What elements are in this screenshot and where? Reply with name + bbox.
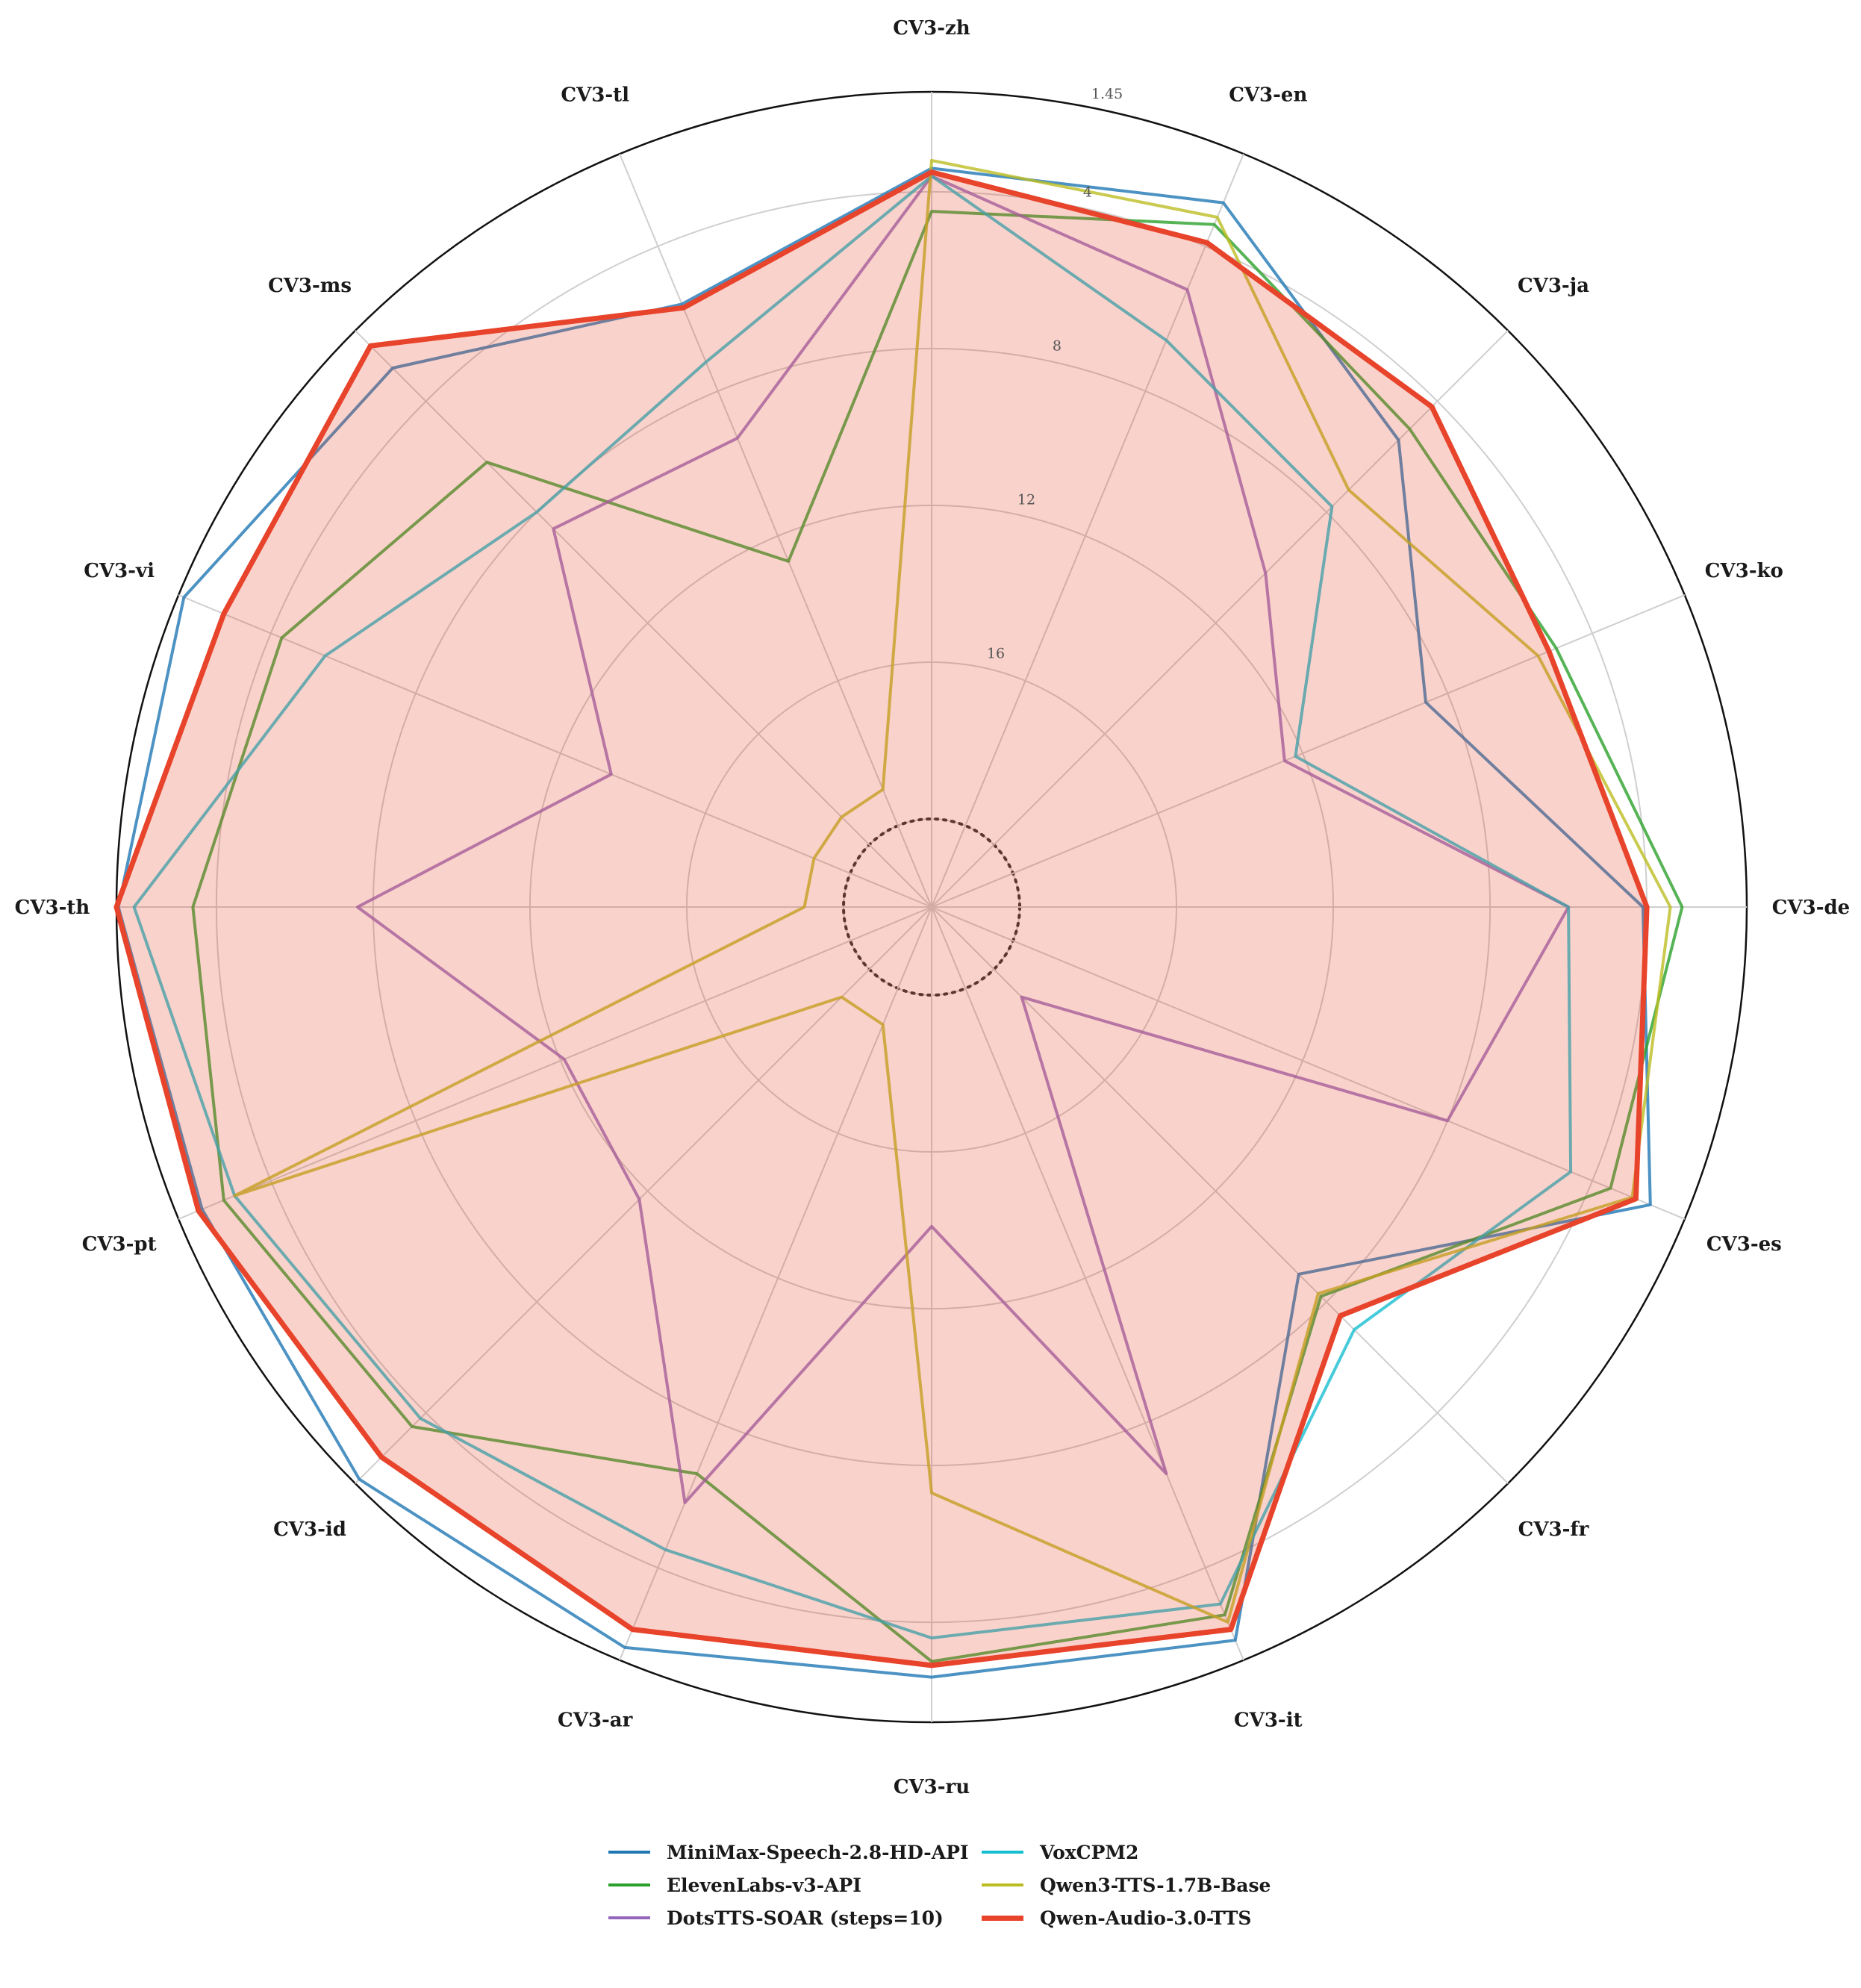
- legend-swatch-minimax: [608, 1851, 650, 1854]
- ring-label-8: 8: [1053, 337, 1062, 354]
- category-label-cv3-ms: CV3-ms: [268, 275, 352, 297]
- ring-label-1-45: 1.45: [1091, 86, 1123, 102]
- series-line-qwen3-tts-1-7b-base: [233, 158, 1672, 1624]
- category-label-cv3-th: CV3-th: [15, 897, 90, 919]
- series-line-elevenlabs-v3-api: [191, 210, 1684, 1663]
- spoke-cv3-vi: [178, 594, 932, 908]
- category-label-cv3-en: CV3-en: [1229, 84, 1307, 107]
- radar-labels: 16 12 8 4 1.45 CV3-zh CV3-en CV3-ja CV3-ko CV3-de…: [15, 17, 1851, 1798]
- spoke-cv3-ms: [355, 330, 932, 908]
- legend: MiniMax-Speech-2.8-HD-API VoxCPM2 Eleven…: [608, 1841, 1280, 1929]
- spoke-cv3-fr: [931, 906, 1509, 1484]
- legend-label-minimax: MiniMax-Speech-2.8-HD-API: [667, 1841, 969, 1863]
- category-label-cv3-ja: CV3-ja: [1518, 275, 1589, 297]
- legend-label-qwen-audio: Qwen-Audio-3.0-TTS: [1040, 1907, 1252, 1929]
- ring-label-16: 16: [987, 645, 1005, 661]
- legend-item-voxcpm2: VoxCPM2: [982, 1841, 1280, 1863]
- series-line-voxcpm2: [132, 174, 1573, 1640]
- radar-series: [113, 158, 1684, 1679]
- radar-grid: [115, 90, 1748, 1724]
- legend-swatch-elevenlabs: [608, 1883, 650, 1886]
- legend-item-minimax: MiniMax-Speech-2.8-HD-API: [608, 1841, 982, 1863]
- spoke-cv3-en: [931, 153, 1244, 908]
- category-label-cv3-ar: CV3-ar: [558, 1709, 633, 1731]
- legend-item-elevenlabs: ElevenLabs-v3-API: [608, 1874, 982, 1896]
- legend-swatch-dotstts: [608, 1916, 650, 1919]
- category-label-cv3-zh: CV3-zh: [893, 17, 970, 40]
- spoke-cv3-ja: [931, 330, 1509, 908]
- legend-label-qwen3-tts: Qwen3-TTS-1.7B-Base: [1040, 1874, 1271, 1896]
- spoke-cv3-ko: [931, 594, 1686, 908]
- category-label-cv3-es: CV3-es: [1706, 1233, 1782, 1256]
- category-label-cv3-it: CV3-it: [1234, 1709, 1303, 1731]
- series-line-dotstts-soar-steps-10: [355, 174, 1571, 1504]
- series-fill-qwen-audio-3-0-tts: [116, 172, 1648, 1666]
- legend-label-dotstts: DotsTTS-SOAR (steps=10): [667, 1907, 944, 1929]
- category-label-cv3-tl: CV3-tl: [561, 84, 629, 107]
- legend-item-dotstts: DotsTTS-SOAR (steps=10): [608, 1907, 982, 1929]
- spoke-cv3-it: [931, 906, 1244, 1661]
- ring-label-12: 12: [1017, 491, 1035, 508]
- series-line-qwen-audio-3-0-tts: [113, 169, 1650, 1668]
- category-label-cv3-id: CV3-id: [273, 1518, 346, 1541]
- category-label-cv3-ko: CV3-ko: [1705, 560, 1783, 582]
- legend-label-elevenlabs: ElevenLabs-v3-API: [667, 1874, 861, 1896]
- spoke-cv3-es: [931, 906, 1686, 1220]
- legend-swatch-voxcpm2: [982, 1851, 1023, 1854]
- ring-label-4: 4: [1083, 184, 1092, 200]
- legend-item-qwen-audio: Qwen-Audio-3.0-TTS: [982, 1907, 1280, 1929]
- category-label-cv3-pt: CV3-pt: [82, 1233, 157, 1256]
- legend-swatch-qwen-audio: [982, 1915, 1023, 1921]
- spoke-cv3-pt: [178, 906, 932, 1220]
- category-label-cv3-vi: CV3-vi: [84, 560, 155, 582]
- legend-label-voxcpm2: VoxCPM2: [1040, 1841, 1139, 1863]
- category-label-cv3-ru: CV3-ru: [894, 1776, 970, 1798]
- series-line-minimax-speech-2-8-hd-api: [116, 166, 1652, 1679]
- legend-item-qwen3-tts: Qwen3-TTS-1.7B-Base: [982, 1874, 1280, 1896]
- spoke-cv3-ar: [619, 906, 932, 1661]
- legend-swatch-qwen3-tts: [982, 1883, 1023, 1886]
- spoke-cv3-id: [355, 906, 932, 1484]
- category-label-cv3-fr: CV3-fr: [1518, 1518, 1589, 1541]
- spoke-cv3-tl: [619, 153, 932, 908]
- category-label-cv3-de: CV3-de: [1772, 897, 1850, 919]
